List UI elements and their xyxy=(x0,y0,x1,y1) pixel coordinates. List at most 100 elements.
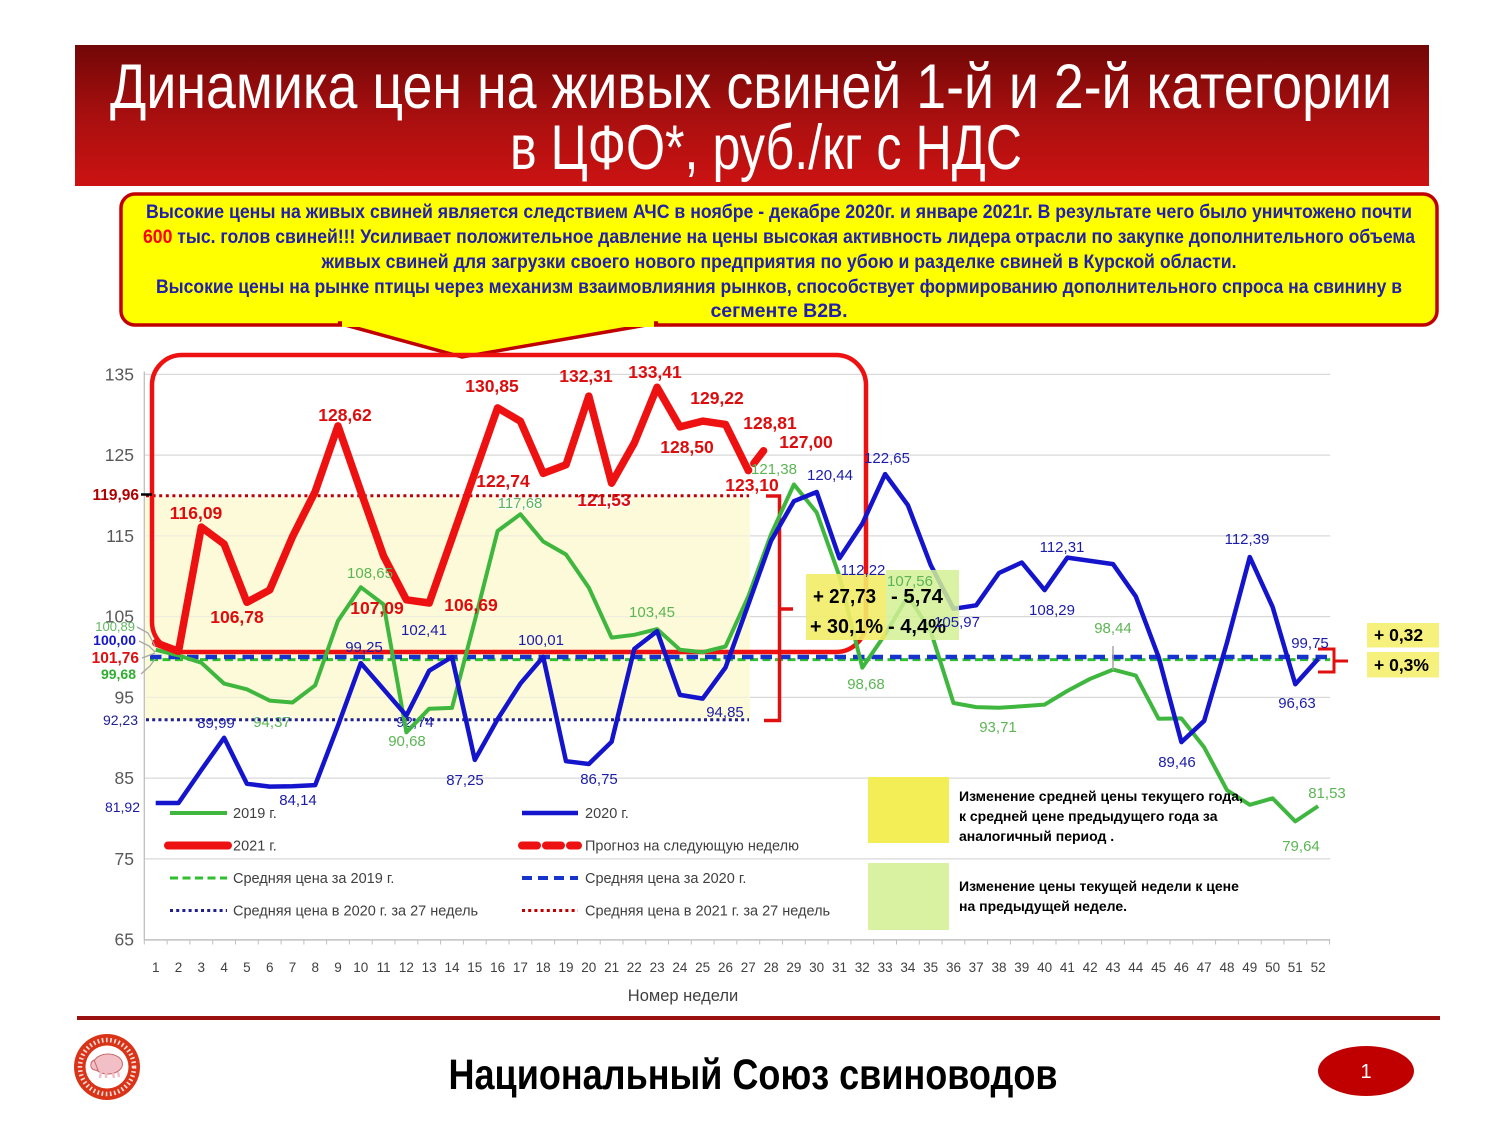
svg-text:94,37: 94,37 xyxy=(253,714,291,731)
svg-text:Национальный Союз свиноводов: Национальный Союз свиноводов xyxy=(449,1051,1058,1099)
svg-text:2021 г.: 2021 г. xyxy=(233,839,277,855)
svg-text:42: 42 xyxy=(1083,960,1098,975)
svg-text:51: 51 xyxy=(1288,960,1303,975)
svg-text:1: 1 xyxy=(1360,1061,1371,1083)
svg-text:34: 34 xyxy=(900,960,916,975)
svg-text:48: 48 xyxy=(1219,960,1234,975)
svg-text:40: 40 xyxy=(1037,960,1052,975)
svg-text:94,85: 94,85 xyxy=(706,704,744,721)
svg-text:12: 12 xyxy=(399,960,414,975)
svg-text:на предыдущей неделе.: на предыдущей неделе. xyxy=(959,898,1127,914)
svg-text:123,10: 123,10 xyxy=(725,475,779,495)
svg-text:8: 8 xyxy=(311,960,319,975)
svg-text:600 тыс. голов свиней!!! Усил: 600 тыс. голов свиней!!! Усиливает полож… xyxy=(143,226,1415,248)
svg-text:Прогноз на следующую неделю: Прогноз на следующую неделю xyxy=(585,839,799,855)
svg-text:18: 18 xyxy=(536,960,551,975)
svg-text:2019 г.: 2019 г. xyxy=(233,806,277,822)
svg-text:121,53: 121,53 xyxy=(577,490,631,510)
svg-text:95: 95 xyxy=(115,687,134,707)
svg-text:4: 4 xyxy=(220,960,228,975)
svg-text:Средняя цена в 2021 г. за 27 н: Средняя цена в 2021 г. за 27 недель xyxy=(585,904,830,920)
svg-text:Средняя цена за 2020 г.: Средняя цена за 2020 г. xyxy=(585,871,746,887)
svg-text:133,41: 133,41 xyxy=(628,362,682,382)
svg-text:98,44: 98,44 xyxy=(1094,620,1132,637)
svg-text:Номер недели: Номер недели xyxy=(628,987,738,1005)
svg-text:29: 29 xyxy=(786,960,801,975)
svg-text:Динамика цен на живых свиней 1: Динамика цен на живых свиней 1-й и 2-й к… xyxy=(110,52,1392,122)
svg-text:125: 125 xyxy=(105,445,134,465)
svg-text:+ 27,73: + 27,73 xyxy=(813,586,876,608)
svg-text:96,63: 96,63 xyxy=(1278,695,1316,712)
svg-text:81,53: 81,53 xyxy=(1308,785,1346,802)
svg-text:89,99: 89,99 xyxy=(197,715,235,732)
svg-text:81,92: 81,92 xyxy=(105,799,140,815)
svg-text:85: 85 xyxy=(115,768,134,788)
svg-text:112,39: 112,39 xyxy=(1225,531,1270,548)
svg-text:107,09: 107,09 xyxy=(350,598,404,618)
svg-text:99,25: 99,25 xyxy=(345,639,383,656)
svg-text:+ 0,3%: + 0,3% xyxy=(1374,655,1429,675)
svg-text:86,75: 86,75 xyxy=(580,771,618,788)
svg-text:106,78: 106,78 xyxy=(210,607,264,627)
svg-text:38: 38 xyxy=(991,960,1006,975)
svg-text:47: 47 xyxy=(1197,960,1212,975)
svg-text:2020 г.: 2020 г. xyxy=(585,806,629,822)
svg-text:116,09: 116,09 xyxy=(170,503,223,523)
svg-text:32: 32 xyxy=(855,960,870,975)
svg-text:25: 25 xyxy=(695,960,710,975)
svg-text:115: 115 xyxy=(106,526,134,546)
svg-text:119,96: 119,96 xyxy=(92,487,139,504)
svg-text:35: 35 xyxy=(923,960,938,975)
svg-text:127,00: 127,00 xyxy=(779,432,833,452)
svg-text:128,62: 128,62 xyxy=(318,405,372,425)
svg-text:+ 30,1%: + 30,1% xyxy=(810,616,883,638)
svg-text:122,65: 122,65 xyxy=(864,450,910,467)
svg-text:99,75: 99,75 xyxy=(1291,635,1329,652)
svg-text:99,68: 99,68 xyxy=(101,666,136,682)
svg-text:7: 7 xyxy=(289,960,297,975)
svg-text:6: 6 xyxy=(266,960,274,975)
svg-text:Высокие цены на живых свиней я: Высокие цены на живых свиней является сл… xyxy=(146,201,1412,223)
svg-text:106,69: 106,69 xyxy=(444,595,498,615)
svg-text:- 4,4%: - 4,4% xyxy=(888,616,946,638)
svg-text:112,31: 112,31 xyxy=(1040,539,1085,556)
svg-text:129,22: 129,22 xyxy=(690,388,744,408)
svg-text:11: 11 xyxy=(377,960,391,975)
svg-text:14: 14 xyxy=(444,960,460,975)
svg-text:21: 21 xyxy=(604,960,619,975)
svg-text:39: 39 xyxy=(1014,960,1029,975)
svg-text:37: 37 xyxy=(969,960,984,975)
svg-text:сегменте В2В.: сегменте В2В. xyxy=(710,300,847,322)
svg-text:108,65: 108,65 xyxy=(347,565,393,582)
svg-text:в ЦФО*, руб./кг с НДС: в ЦФО*, руб./кг с НДС xyxy=(510,113,1022,183)
svg-text:120,44: 120,44 xyxy=(807,467,853,484)
svg-text:36: 36 xyxy=(946,960,961,975)
svg-text:живых свиней для загрузки свое: живых свиней для загрузки своего нового … xyxy=(321,251,1237,273)
svg-text:16: 16 xyxy=(490,960,505,975)
svg-text:45: 45 xyxy=(1151,960,1166,975)
svg-text:90,68: 90,68 xyxy=(388,733,426,750)
svg-text:9: 9 xyxy=(334,960,342,975)
svg-text:105: 105 xyxy=(105,607,134,627)
svg-text:к средней цене предыдущего год: к средней цене предыдущего года за xyxy=(959,808,1218,824)
svg-text:аналогичный период .: аналогичный период . xyxy=(959,828,1114,844)
svg-text:17: 17 xyxy=(513,960,528,975)
svg-text:87,25: 87,25 xyxy=(446,772,484,789)
svg-text:Изменение средней цены текущег: Изменение средней цены текущего года, xyxy=(959,788,1243,804)
svg-text:112,22: 112,22 xyxy=(841,562,886,579)
svg-text:108,29: 108,29 xyxy=(1029,602,1075,619)
svg-text:44: 44 xyxy=(1128,960,1144,975)
svg-text:43: 43 xyxy=(1105,960,1120,975)
svg-text:121,38: 121,38 xyxy=(751,461,797,478)
svg-text:19: 19 xyxy=(558,960,573,975)
svg-text:103,45: 103,45 xyxy=(629,604,675,621)
svg-text:13: 13 xyxy=(422,960,437,975)
svg-text:15: 15 xyxy=(467,960,482,975)
svg-text:23: 23 xyxy=(650,960,665,975)
svg-text:Высокие цены на рынке птицы че: Высокие цены на рынке птицы через механи… xyxy=(156,276,1402,298)
svg-text:46: 46 xyxy=(1174,960,1189,975)
svg-text:102,41: 102,41 xyxy=(401,622,447,639)
svg-text:79,64: 79,64 xyxy=(1282,838,1320,855)
svg-text:1: 1 xyxy=(152,960,160,975)
svg-text:100,01: 100,01 xyxy=(518,632,564,649)
